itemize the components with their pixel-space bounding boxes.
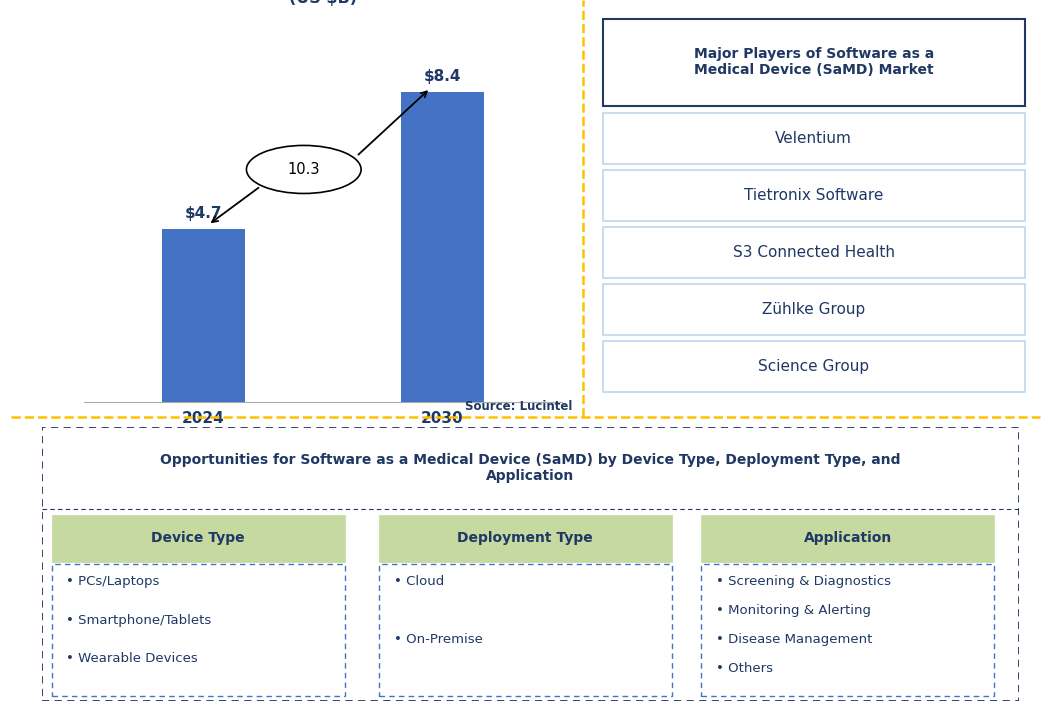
- Bar: [162, 229, 246, 402]
- Text: • PCs/Laptops: • PCs/Laptops: [66, 575, 160, 588]
- Text: $8.4: $8.4: [423, 70, 461, 85]
- FancyBboxPatch shape: [603, 170, 1025, 221]
- FancyBboxPatch shape: [603, 227, 1025, 278]
- Text: Zühlke Group: Zühlke Group: [762, 302, 865, 317]
- FancyBboxPatch shape: [701, 515, 994, 562]
- FancyBboxPatch shape: [42, 427, 1018, 701]
- Text: Velentium: Velentium: [775, 132, 853, 147]
- Bar: [400, 92, 484, 402]
- Text: Device Type: Device Type: [151, 531, 245, 545]
- Text: $4.7: $4.7: [185, 206, 223, 221]
- Text: Tietronix Software: Tietronix Software: [744, 188, 883, 204]
- FancyBboxPatch shape: [701, 564, 994, 696]
- Text: • Wearable Devices: • Wearable Devices: [66, 652, 198, 665]
- FancyBboxPatch shape: [51, 564, 344, 696]
- FancyBboxPatch shape: [51, 515, 344, 562]
- Text: • Disease Management: • Disease Management: [716, 633, 873, 646]
- Text: • On-Premise: • On-Premise: [394, 633, 482, 646]
- Text: • Monitoring & Alerting: • Monitoring & Alerting: [716, 604, 870, 617]
- FancyBboxPatch shape: [379, 515, 672, 562]
- FancyBboxPatch shape: [603, 113, 1025, 164]
- Ellipse shape: [247, 145, 361, 194]
- Title: Global Software as a Medical Device Market (SaMD)
(US $B): Global Software as a Medical Device Mark…: [88, 0, 558, 6]
- Text: Deployment Type: Deployment Type: [458, 531, 593, 545]
- FancyBboxPatch shape: [603, 19, 1025, 105]
- Text: S3 Connected Health: S3 Connected Health: [733, 245, 895, 260]
- FancyBboxPatch shape: [379, 564, 672, 696]
- Text: 10.3: 10.3: [288, 162, 320, 177]
- Text: Application: Application: [803, 531, 891, 545]
- Text: Source: Lucintel: Source: Lucintel: [465, 400, 572, 413]
- Text: Science Group: Science Group: [758, 359, 869, 374]
- FancyBboxPatch shape: [603, 341, 1025, 392]
- Text: Major Players of Software as a
Medical Device (SaMD) Market: Major Players of Software as a Medical D…: [694, 47, 933, 77]
- Text: • Screening & Diagnostics: • Screening & Diagnostics: [716, 575, 890, 588]
- Text: • Cloud: • Cloud: [394, 575, 444, 588]
- Text: • Others: • Others: [716, 661, 773, 674]
- Text: • Smartphone/Tablets: • Smartphone/Tablets: [66, 614, 212, 627]
- FancyBboxPatch shape: [603, 284, 1025, 335]
- Text: Opportunities for Software as a Medical Device (SaMD) by Device Type, Deployment: Opportunities for Software as a Medical …: [160, 454, 901, 483]
